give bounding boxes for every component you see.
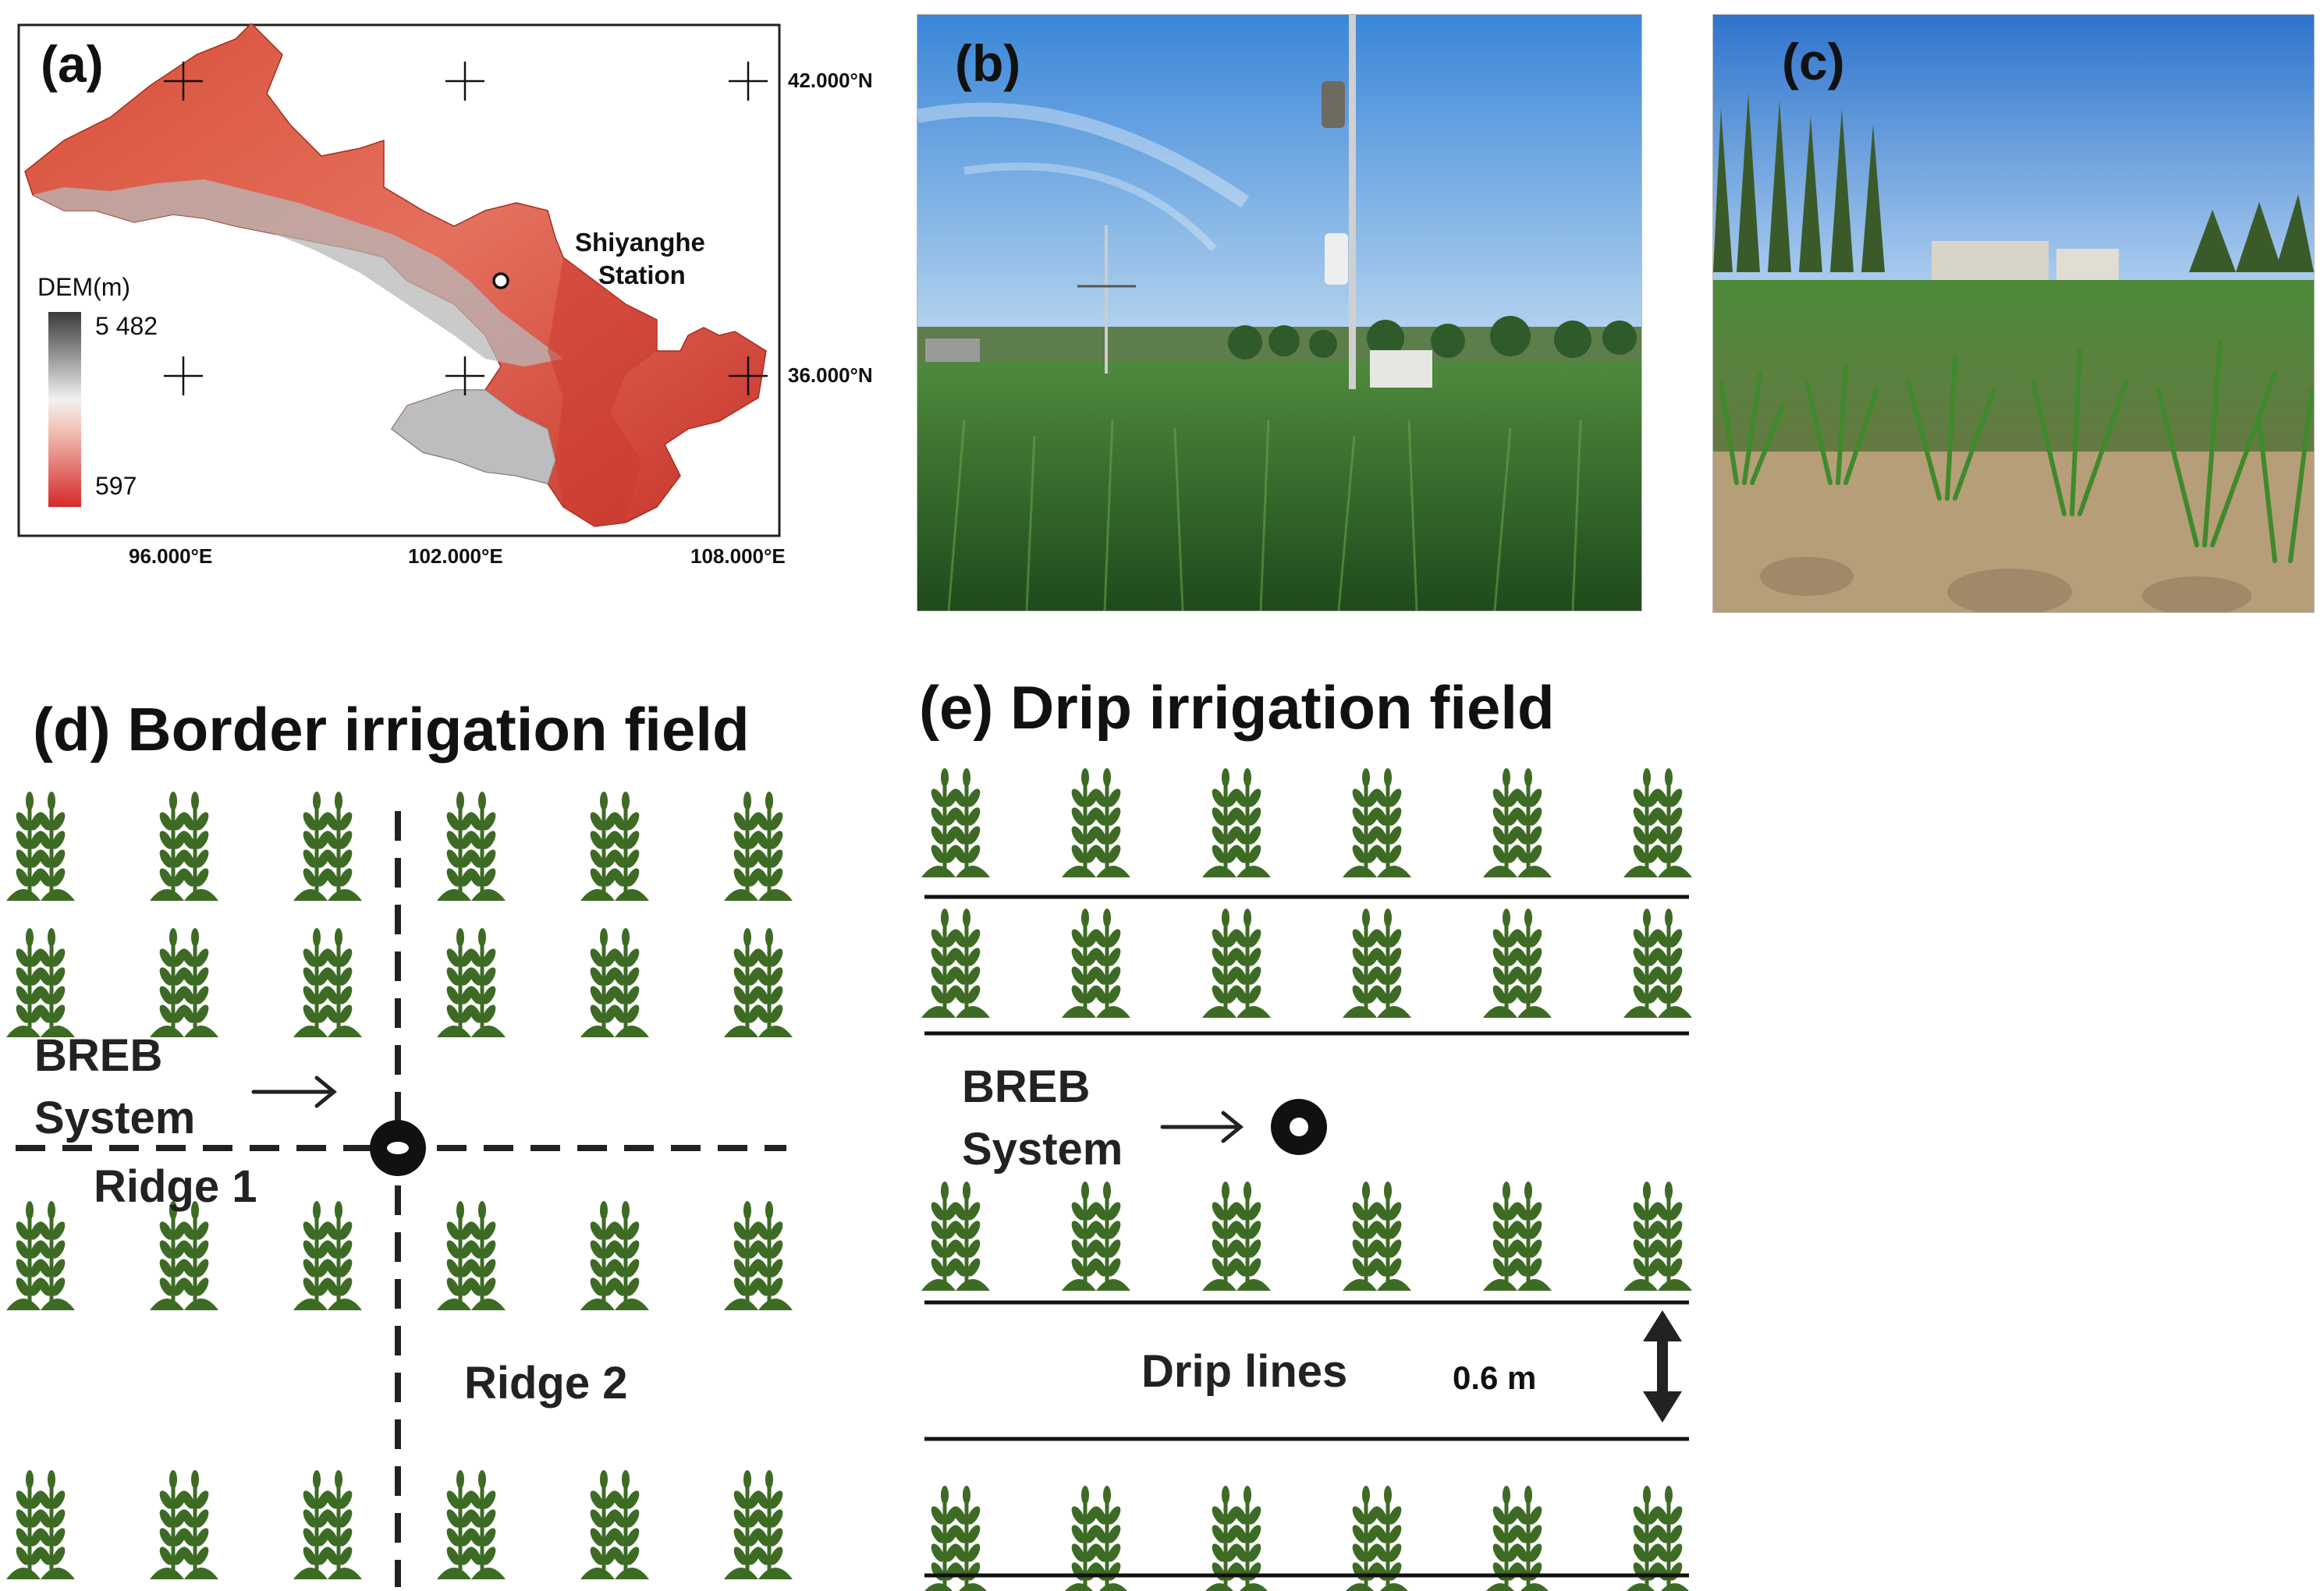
wheat-plant-icon	[1202, 909, 1271, 1018]
spacing-double-arrow	[1643, 1310, 1682, 1423]
mountain-belt	[33, 179, 563, 367]
wheat-plant-icon	[1062, 768, 1130, 877]
wheat-plant-icon	[924, 1486, 987, 1591]
wheat-plant-icon	[580, 1201, 649, 1310]
wheat-plant-icon	[150, 928, 218, 1037]
field-photo-illustration	[1713, 15, 2314, 612]
station-label-line2: Station	[598, 260, 686, 289]
wheat-plant-icon	[1062, 1182, 1130, 1291]
station-photo-illustration	[917, 15, 1641, 611]
wheat-plant-icon	[1623, 1182, 1692, 1291]
wheat-plant-icon	[6, 928, 75, 1037]
panel-e-diagram	[921, 768, 1692, 1591]
panel-b-photo: (b)	[917, 14, 1642, 611]
graticule	[164, 62, 768, 395]
wheat-plant-icon	[921, 768, 990, 877]
e-drip-lines-label: Drip lines	[1141, 1346, 1348, 1397]
wheat-plant-icon	[293, 928, 362, 1037]
wheat-plant-icon	[724, 792, 793, 901]
wheat-plant-icon	[1202, 1182, 1271, 1291]
wheat-plant-icon	[580, 928, 649, 1037]
panel-a-letter: (a)	[41, 35, 104, 93]
panel-d-diagram	[6, 792, 793, 1587]
legend-title: DEM(m)	[37, 273, 131, 301]
dem-colorbar	[48, 312, 81, 507]
e-spacing-label: 0.6 m	[1453, 1359, 1537, 1396]
wheat-plant-icon	[6, 1201, 75, 1310]
wheat-plant-icon	[1483, 768, 1552, 877]
wheat-plant-icon	[1062, 909, 1130, 1018]
wheat-plant-icon	[437, 1201, 506, 1310]
panel-c-letter: (c)	[1782, 33, 1845, 90]
wheat-plant-icon	[437, 1470, 506, 1579]
wheat-plant-icon	[580, 1470, 649, 1579]
wheat-plant-icon	[921, 909, 990, 1018]
wheat-plant-icon	[437, 792, 506, 901]
station-marker	[492, 272, 509, 289]
lon-label-102: 102.000°E	[408, 544, 503, 568]
station-label-line1: Shiyanghe	[575, 228, 705, 257]
wheat-plant-icon	[921, 1182, 990, 1291]
lat-label-42: 42.000°N	[788, 69, 873, 92]
wheat-plant-icon	[293, 792, 362, 901]
panel-e-title: (e) Drip irrigation field	[919, 673, 1555, 742]
d-ridge1-label: Ridge 1	[94, 1161, 257, 1212]
wheat-plant-icon	[1343, 909, 1411, 1018]
d-breb-label-line1: BREB	[34, 1030, 163, 1081]
panel-a-map: (a) Shiyanghe Station DEM(m) 5 482 597	[17, 23, 782, 538]
wheat-plant-icon	[150, 1201, 218, 1310]
lon-label-96: 96.000°E	[129, 544, 213, 568]
wheat-plant-icon	[724, 928, 793, 1037]
e-breb-label-line2: System	[962, 1124, 1123, 1175]
wheat-plant-icon	[724, 1201, 793, 1310]
wheat-plant-icon	[1346, 1486, 1408, 1591]
d-ridge2-label: Ridge 2	[464, 1358, 628, 1409]
wheat-plant-icon	[6, 1470, 75, 1579]
southern-plateau	[391, 389, 556, 484]
wheat-plant-icon	[437, 928, 506, 1037]
e-breb-arrow	[1160, 1111, 1244, 1143]
panel-b-letter: (b)	[955, 34, 1021, 92]
wheat-plant-icon	[1343, 768, 1411, 877]
lon-label-108: 108.000°E	[690, 544, 786, 568]
wheat-plant-icon	[1483, 1182, 1552, 1291]
wheat-plant-icon	[150, 792, 218, 901]
wheat-plant-icon	[293, 1470, 362, 1579]
legend-min-value: 597	[95, 472, 137, 500]
d-breb-arrow	[251, 1075, 337, 1108]
wheat-plant-icon	[1483, 909, 1552, 1018]
wheat-plant-icon	[1202, 768, 1271, 877]
wheat-plant-icon	[293, 1201, 362, 1310]
instrument-mast	[1349, 15, 1356, 389]
legend-max-value: 5 482	[95, 312, 158, 340]
e-breb-system-marker	[1271, 1099, 1327, 1155]
wheat-plant-icon	[724, 1470, 793, 1579]
d-breb-system-marker	[370, 1120, 426, 1176]
e-breb-label-line1: BREB	[962, 1061, 1091, 1112]
d-breb-label-line2: System	[34, 1093, 196, 1143]
wheat-plant-icon	[150, 1470, 218, 1579]
wheat-plant-icon	[1343, 1182, 1411, 1291]
wheat-plant-icon	[580, 792, 649, 901]
lat-label-36: 36.000°N	[788, 363, 873, 387]
panel-c-photo: (c)	[1712, 14, 2315, 613]
panel-d-title: (d) Border irrigation field	[33, 695, 750, 764]
wheat-plant-icon	[6, 792, 75, 901]
wheat-plant-icon	[1623, 909, 1692, 1018]
map-frame	[17, 23, 781, 537]
wheat-plant-icon	[1623, 768, 1692, 877]
